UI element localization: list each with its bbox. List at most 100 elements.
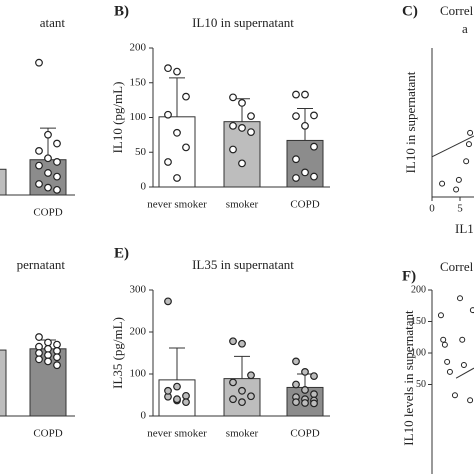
y-tick-label: 100	[130, 368, 147, 380]
x-tick-label: COPD	[290, 428, 319, 440]
data-point	[310, 142, 318, 151]
y-tick-label: 100	[411, 347, 426, 358]
data-point	[469, 307, 474, 314]
data-point	[440, 336, 447, 343]
data-point	[437, 312, 444, 319]
data-point	[441, 341, 448, 348]
data-point	[465, 141, 472, 148]
data-point	[238, 124, 246, 132]
y-tick-label: 0	[141, 181, 147, 193]
y-axis-label: IL10 levels in supernatant	[401, 310, 416, 446]
y-tick-label: 150	[130, 76, 147, 88]
data-point	[53, 361, 61, 370]
data-point	[455, 176, 462, 183]
data-point	[229, 337, 237, 346]
x-tick-label: never smoker	[147, 199, 207, 211]
y-tick-label: 0	[141, 410, 147, 422]
data-point	[182, 143, 190, 152]
x-tick-label: smoker	[226, 199, 259, 211]
data-point	[292, 112, 300, 121]
panel-label: B)	[114, 3, 129, 19]
chart-title: pernatant	[17, 257, 66, 272]
data-point	[164, 110, 172, 119]
data-point	[247, 392, 255, 401]
data-point	[229, 378, 237, 387]
data-point	[44, 154, 52, 163]
error-bar	[169, 77, 185, 117]
trend-line	[431, 135, 474, 158]
data-point	[310, 390, 318, 399]
data-point	[35, 146, 43, 155]
data-point	[292, 398, 300, 407]
data-point	[301, 121, 309, 130]
data-point	[292, 380, 300, 389]
data-point	[173, 174, 181, 182]
y-axis-label: IL10 in supernatant	[403, 71, 418, 173]
data-point	[164, 158, 172, 166]
panel-label: F)	[402, 268, 416, 284]
data-point	[35, 342, 43, 351]
data-point	[164, 64, 172, 73]
data-point	[173, 128, 181, 137]
data-point	[301, 168, 309, 177]
data-point	[182, 391, 190, 400]
chart-title: Correl	[440, 3, 474, 18]
bar	[0, 349, 7, 417]
y-tick-label: 200	[130, 42, 147, 54]
x-tick-label: never smoker	[147, 428, 207, 440]
x-tick-label: COPD	[33, 428, 62, 440]
y-tick-label: 200	[130, 326, 147, 338]
data-point	[182, 92, 190, 101]
data-point	[457, 295, 463, 302]
panel-label: C)	[402, 3, 418, 19]
data-point	[164, 297, 172, 306]
data-point	[439, 180, 446, 187]
data-point	[229, 145, 237, 154]
data-point	[173, 382, 181, 391]
data-point	[173, 395, 181, 404]
data-point	[292, 174, 300, 182]
data-point	[53, 172, 61, 181]
data-point	[467, 129, 474, 136]
data-point	[53, 139, 61, 148]
data-point	[292, 357, 300, 366]
chart-title: Correl	[440, 259, 474, 274]
trend-line	[455, 367, 474, 379]
data-point	[229, 93, 237, 102]
data-point	[247, 112, 255, 121]
data-point	[35, 180, 43, 188]
data-point	[310, 111, 318, 120]
data-point	[173, 67, 181, 76]
data-point	[44, 344, 52, 353]
y-axis-label: IL10 (pg/mL)	[110, 82, 125, 154]
data-point	[238, 339, 246, 348]
data-point	[467, 397, 474, 404]
data-point	[460, 361, 467, 368]
data-point	[182, 398, 190, 407]
data-point	[463, 158, 470, 165]
y-tick-label: 100	[130, 111, 147, 123]
data-point	[301, 90, 309, 99]
data-point	[44, 169, 52, 177]
data-point	[53, 347, 61, 355]
data-point	[44, 130, 52, 139]
data-point	[44, 338, 52, 347]
x-axis-label: IL1	[455, 221, 474, 236]
data-point	[35, 161, 43, 170]
data-point	[53, 340, 61, 349]
data-point	[444, 358, 451, 365]
data-point	[53, 185, 61, 194]
panel-label: E)	[114, 245, 129, 261]
x-tick-label: 5	[457, 203, 463, 215]
chart-title: IL35 in supernatant	[192, 257, 294, 272]
y-tick-label: 150	[411, 316, 426, 327]
data-point	[229, 395, 237, 404]
data-point	[459, 336, 466, 343]
error-bar	[169, 347, 185, 380]
data-point	[238, 386, 246, 395]
error-bar	[234, 355, 250, 379]
data-point	[53, 353, 61, 362]
data-point	[310, 399, 318, 408]
chart-subtitle: a	[462, 21, 468, 36]
